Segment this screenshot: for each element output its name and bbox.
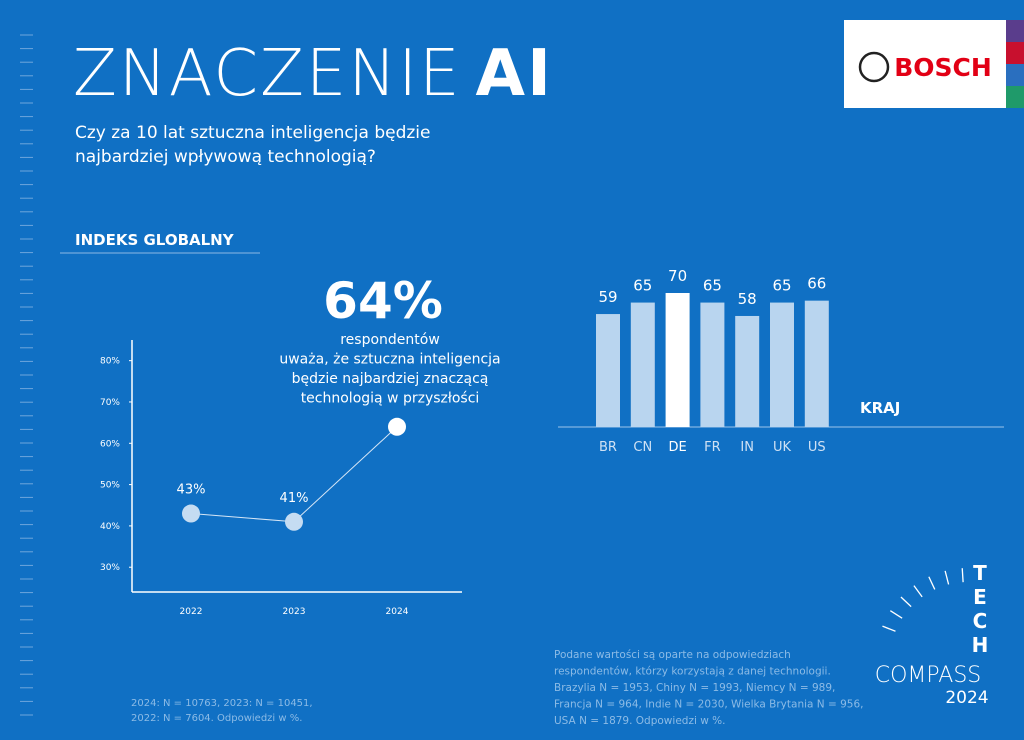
- point: [182, 504, 200, 523]
- value-label: 65: [703, 277, 722, 295]
- footnote: USA N = 1879. Odpowiedzi w %.: [554, 715, 725, 727]
- line: [190, 426, 398, 523]
- annotation: respondentów: [340, 332, 440, 348]
- x-tick-label: US: [808, 440, 826, 455]
- bar: [700, 302, 725, 427]
- footnote: Francja N = 964, Indie N = 2030, Wielka …: [554, 699, 864, 711]
- logo-stripe: [1006, 42, 1024, 64]
- value-label: 43%: [177, 483, 206, 498]
- logo-box: [844, 20, 1006, 108]
- section-label: INDEKS GLOBALNY: [75, 231, 235, 249]
- highlight-value: 64%: [323, 272, 443, 330]
- value-label: 41%: [280, 491, 309, 506]
- bar: [596, 314, 620, 427]
- logo-text: BOSCH: [894, 53, 992, 82]
- y-tick-label: 50%: [100, 481, 120, 491]
- footnote: Brazylia N = 1953, Chiny N = 1993, Niemc…: [554, 682, 835, 694]
- bar: [735, 315, 760, 427]
- title-bold: AI: [476, 37, 553, 111]
- footnote: 2022: N = 7604. Odpowiedzi w %.: [131, 713, 302, 724]
- logo-stripe: [1006, 64, 1024, 86]
- y-tick-label: 30%: [100, 563, 120, 573]
- bar: [630, 302, 655, 427]
- compass-tick: [961, 568, 964, 583]
- brand-tech: T: [973, 561, 987, 585]
- x-tick-label: FR: [704, 440, 721, 455]
- brand-compass: COMPASS: [875, 663, 982, 688]
- y-tick-label: 70%: [100, 398, 120, 408]
- x-tick-label: BR: [599, 440, 617, 455]
- point: [388, 417, 406, 436]
- footnote: 2024: N = 10763, 2023: N = 10451,: [131, 698, 313, 709]
- x-tick-label: UK: [773, 440, 792, 455]
- x-tick-label: 2024: [386, 607, 409, 617]
- compass-tick: [900, 596, 912, 608]
- value-label: 66: [807, 275, 826, 293]
- x-tick-label: 2023: [283, 607, 306, 617]
- point: [285, 512, 303, 531]
- brand-year: 2024: [945, 688, 988, 708]
- logo-icon: [858, 51, 890, 83]
- x-tick-label: IN: [740, 440, 754, 455]
- logo-stripe: [1006, 20, 1024, 42]
- x-axis-label: KRAJ: [860, 399, 900, 417]
- bar: [804, 300, 829, 427]
- annotation: będzie najbardziej znaczącą: [292, 371, 489, 387]
- compass-tick: [889, 610, 903, 619]
- x-tick-label: CN: [633, 440, 652, 455]
- bar: [770, 302, 794, 427]
- subtitle: najbardziej wpływową technologią?: [75, 147, 376, 167]
- bar: [665, 293, 690, 427]
- value-label: 58: [738, 290, 757, 308]
- y-tick-label: 60%: [100, 439, 120, 449]
- value-label: 65: [633, 277, 652, 295]
- footnote: respondentów, którzy korzystają z danej …: [554, 666, 831, 678]
- subtitle: Czy za 10 lat sztuczna inteligencja będz…: [75, 123, 430, 143]
- value-label: 65: [772, 277, 791, 295]
- compass-tick: [882, 625, 896, 632]
- x-tick-label: 2022: [180, 607, 203, 617]
- value-label: 59: [598, 288, 617, 306]
- compass-tick: [944, 570, 950, 585]
- brand-tech: C: [973, 609, 988, 633]
- brand-tech: H: [972, 633, 989, 657]
- value-label: 70: [668, 267, 687, 285]
- brand-tech: E: [973, 585, 987, 609]
- logo-stripe: [1006, 86, 1024, 108]
- x-tick-label: DE: [668, 440, 686, 455]
- compass-tick: [913, 585, 923, 598]
- title-light: ZNACZENIE: [73, 37, 462, 111]
- annotation: uważa, że sztuczna inteligencja: [279, 352, 500, 368]
- footnote: Podane wartości są oparte na odpowiedzia…: [554, 649, 791, 661]
- title: ZNACZENIE AI: [73, 37, 553, 111]
- y-tick-label: 40%: [100, 522, 120, 532]
- compass-tick: [928, 576, 936, 590]
- y-tick-label: 80%: [100, 357, 120, 367]
- annotation: technologią w przyszłości: [301, 391, 480, 407]
